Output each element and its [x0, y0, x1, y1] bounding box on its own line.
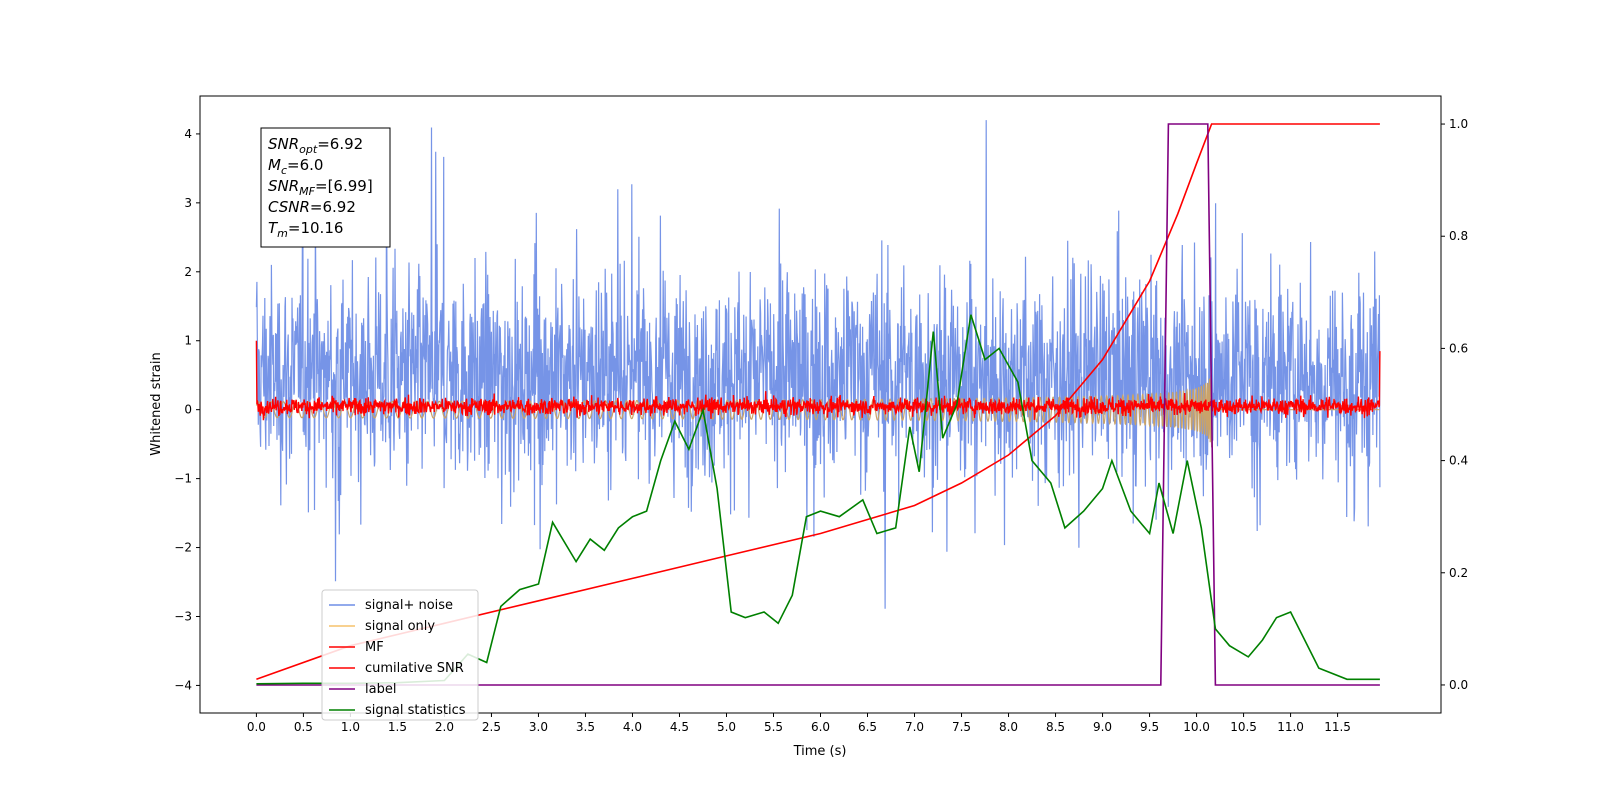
- plot-area: [255, 120, 1381, 686]
- annotation-line: SNRMF=[6.99]: [268, 177, 373, 198]
- x-tick-label: 11.0: [1277, 720, 1304, 734]
- x-tick-label: 8.5: [1046, 720, 1065, 734]
- x-axis: 0.0 0.5 1.0 1.5 2.0 2.5 3.0 3.5 4.0 4.5 5.0 5.5 6.0 6…: [247, 713, 1351, 734]
- legend-label: cumilative SNR: [365, 661, 464, 676]
- x-tick-label: 11.5: [1324, 720, 1351, 734]
- x-tick-label: 0.5: [294, 720, 313, 734]
- x-tick-label: 2.5: [482, 720, 501, 734]
- legend: signal+ noise signal only MF cumilative SNR…: [321, 589, 479, 721]
- legend-label: MF: [365, 640, 384, 655]
- x-tick-label: 6.0: [811, 720, 830, 734]
- x-tick-label: 5.0: [717, 720, 736, 734]
- y-right-tick-label: 0.2: [1449, 566, 1468, 580]
- y-right-tick-label: 0.8: [1449, 229, 1468, 243]
- x-tick-label: 9.0: [1093, 720, 1112, 734]
- y-axis-left: 4 3 2 1 0 −1 −2 −3 −4: [174, 127, 200, 692]
- x-tick-label: 4.0: [623, 720, 642, 734]
- y-axis-right: 1.0 0.8 0.6 0.4 0.2 0.0: [1441, 117, 1468, 692]
- annotation-line: CSNR=6.92: [268, 198, 356, 216]
- annotation-line: Mc=6.0: [268, 156, 323, 177]
- y-left-tick-label: 0: [184, 403, 192, 417]
- y-left-tick-label: 1: [184, 334, 192, 348]
- x-tick-label: 7.0: [905, 720, 924, 734]
- legend-label: signal statistics: [365, 703, 466, 718]
- annotation-line: Tm=10.16: [268, 219, 343, 240]
- legend-label: label: [365, 682, 396, 697]
- x-axis-label: Time (s): [793, 744, 847, 759]
- series-mf: [255, 340, 1381, 421]
- y-left-tick-label: −4: [174, 678, 192, 692]
- y-left-tick-label: −3: [174, 609, 192, 623]
- y-left-tick-label: 4: [184, 127, 192, 141]
- series-signal-noise: [255, 120, 1381, 609]
- x-tick-label: 0.0: [247, 720, 266, 734]
- x-tick-label: 8.0: [999, 720, 1018, 734]
- x-tick-label: 3.5: [576, 720, 595, 734]
- y-axis-label: Whitened strain: [149, 352, 164, 455]
- x-tick-label: 1.5: [388, 720, 407, 734]
- series-signal-statistics: [256, 314, 1380, 685]
- y-right-tick-label: 0.0: [1449, 678, 1468, 692]
- legend-label: signal+ noise: [365, 598, 453, 613]
- annotation-line: SNRopt=6.92: [268, 135, 363, 156]
- x-tick-label: 6.5: [858, 720, 877, 734]
- series-label: [256, 123, 1380, 686]
- y-right-tick-label: 0.4: [1449, 454, 1468, 468]
- x-tick-label: 9.5: [1140, 720, 1159, 734]
- y-left-tick-label: 2: [184, 265, 192, 279]
- x-tick-label: 5.5: [764, 720, 783, 734]
- series-cumulative-snr: [256, 123, 1380, 681]
- y-left-tick-label: −1: [174, 472, 192, 486]
- legend-label: signal only: [365, 619, 435, 634]
- y-left-tick-label: −2: [174, 541, 192, 555]
- y-right-tick-label: 0.6: [1449, 341, 1468, 355]
- x-tick-label: 2.0: [435, 720, 454, 734]
- x-tick-label: 1.0: [341, 720, 360, 734]
- x-tick-label: 7.5: [952, 720, 971, 734]
- x-tick-label: 3.0: [529, 720, 548, 734]
- x-tick-label: 10.0: [1183, 720, 1210, 734]
- x-tick-label: 4.5: [670, 720, 689, 734]
- y-left-tick-label: 3: [184, 196, 192, 210]
- y-right-tick-label: 1.0: [1449, 117, 1468, 131]
- x-tick-label: 10.5: [1230, 720, 1257, 734]
